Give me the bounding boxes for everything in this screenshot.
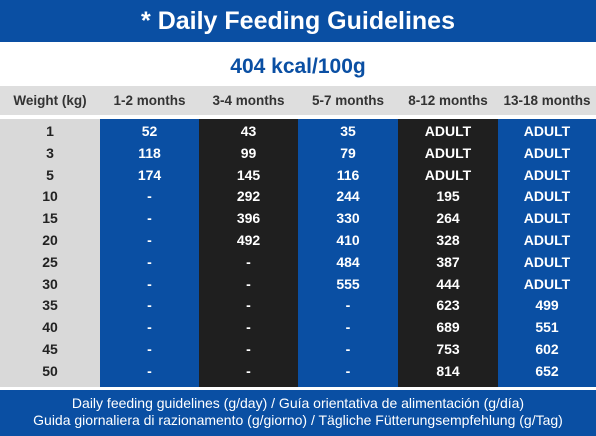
table-cell: ADULT: [523, 232, 571, 248]
table-cell: 292: [236, 188, 261, 205]
title: * Daily Feeding Guidelines: [0, 0, 596, 42]
footer: Daily feeding guidelines (g/day) / Guía …: [0, 390, 596, 436]
table-cell: ADULT: [523, 210, 571, 227]
energy: 404 kcal/100g: [230, 55, 366, 78]
table-cell: ADULT: [523, 166, 571, 183]
column-background: [498, 119, 596, 387]
table-cell: 20: [42, 232, 58, 248]
table-cell: 396: [236, 210, 261, 227]
table-cell: -: [147, 275, 152, 292]
column-header: Weight (kg): [13, 93, 87, 108]
table-cell: ADULT: [523, 188, 571, 205]
table-cell: -: [246, 253, 251, 270]
table-cell: 484: [336, 253, 360, 270]
table-cell: 99: [240, 144, 257, 161]
table-cell: ADULT: [523, 144, 571, 161]
column-header: 3-4 months: [212, 93, 285, 108]
table-cell: 3: [46, 144, 54, 161]
table-cell: 50: [42, 362, 58, 379]
table-cell: 52: [141, 123, 158, 139]
table-cell: 30: [42, 275, 58, 292]
table-cell: 43: [240, 123, 257, 139]
table-cell: 195: [436, 188, 460, 205]
table-cell: 387: [436, 253, 460, 270]
table-cell: 602: [535, 341, 559, 357]
table-cell: 145: [236, 166, 261, 183]
table-cell: 79: [340, 144, 356, 161]
table-cell: 328: [436, 232, 460, 248]
table-cell: 118: [138, 144, 161, 161]
footer-line: Daily feeding guidelines (g/day) / Guía …: [71, 395, 525, 411]
table-cell: 330: [336, 210, 360, 227]
table-cell: -: [246, 362, 251, 379]
table-cell: 623: [436, 297, 460, 314]
table-cell: 444: [436, 275, 460, 292]
table-cell: ADULT: [523, 275, 571, 292]
table-cell: 814: [436, 362, 460, 379]
table-cell: ADULT: [424, 144, 472, 161]
table-cell: -: [345, 319, 351, 336]
table-cell: 753: [436, 341, 460, 357]
table-cell: -: [345, 362, 351, 379]
table-cell: 652: [535, 362, 559, 379]
column-background: [0, 119, 100, 387]
table-cell: -: [147, 188, 152, 205]
table-cell: 174: [137, 166, 162, 183]
table-cell: -: [147, 362, 152, 379]
column-header: 13-18 months: [503, 93, 591, 108]
table-cell: 551: [535, 319, 559, 336]
table-cell: ADULT: [523, 253, 571, 270]
column-background: [298, 119, 398, 387]
table-cell: -: [147, 232, 152, 248]
table-cell: 15: [42, 210, 58, 227]
table-cell: 410: [336, 232, 360, 248]
table-cell: -: [147, 319, 152, 336]
table-cell: -: [147, 297, 152, 314]
column-background: [398, 119, 498, 387]
table-cell: 40: [42, 319, 58, 336]
table-cell: 555: [336, 275, 360, 292]
column-header: 1-2 months: [113, 93, 186, 108]
table-cell: 45: [42, 341, 58, 357]
table-cell: 5: [46, 166, 54, 183]
table-cell: -: [147, 341, 152, 357]
table-cell: ADULT: [523, 123, 571, 139]
column-header: 5-7 months: [311, 93, 384, 108]
table-cell: -: [345, 341, 351, 357]
table-cell: 116: [336, 166, 360, 183]
table-cell: -: [147, 253, 152, 270]
table-cell: 244: [336, 188, 360, 205]
table-cell: 1: [46, 123, 54, 139]
column-background: [100, 119, 199, 387]
table-cell: 492: [236, 232, 261, 248]
table-cell: -: [246, 341, 251, 357]
table-cell: -: [345, 297, 351, 314]
header-row: [0, 86, 596, 115]
column-header: 8-12 months: [408, 93, 488, 108]
column-background: [199, 119, 298, 387]
footer-line: Guida giornaliera di razionamento (g/gio…: [33, 412, 563, 428]
table-cell: -: [246, 297, 251, 314]
table-cell: 499: [535, 297, 559, 314]
table-cell: -: [246, 319, 251, 336]
table-cell: 35: [340, 123, 356, 139]
table-cell: 25: [42, 253, 58, 270]
table-cell: 35: [42, 297, 58, 314]
table-cell: -: [246, 275, 251, 292]
table-cell: ADULT: [424, 123, 472, 139]
table-cell: ADULT: [424, 166, 472, 183]
table-cell: 10: [42, 188, 58, 205]
table-cell: -: [147, 210, 152, 227]
table-cell: 689: [436, 319, 460, 336]
table-cell: 264: [436, 210, 460, 227]
